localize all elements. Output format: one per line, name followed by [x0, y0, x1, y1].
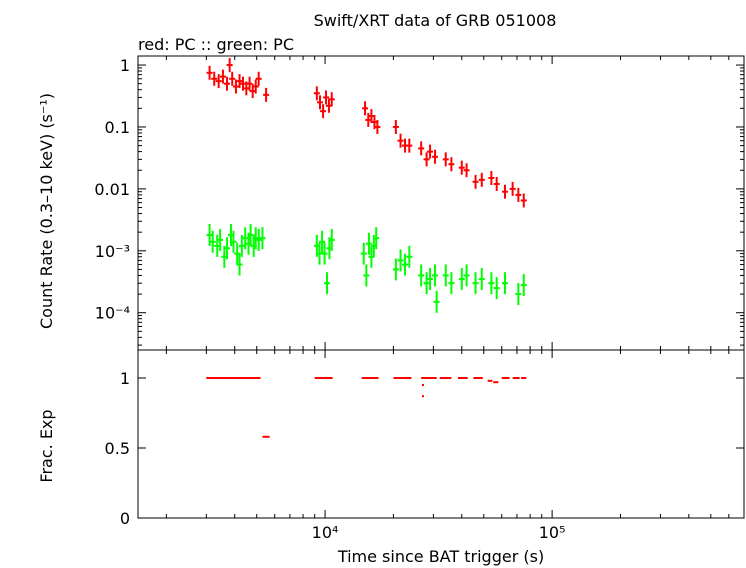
bottom-plot-frame	[137, 349, 745, 519]
y-tick-label-top: 0.1	[105, 118, 130, 137]
bottom-panel: 10⁴ 10⁵ 0 0.5 1	[105, 350, 745, 542]
x-tick-label: 10⁵	[539, 523, 566, 542]
x-tick-label: 10⁴	[312, 523, 339, 542]
y-axis-label-top: Count Rate (0.3–10 keV) (s⁻¹)	[37, 93, 56, 329]
y-tick-label-bottom: 0.5	[105, 439, 130, 458]
y-tick-label-top: 10⁻³	[95, 242, 130, 261]
y-tick-label-top: 10⁻⁴	[95, 304, 130, 323]
top-plot-frame	[137, 55, 745, 351]
chart-subtitle: red: PC :: green: PC	[138, 35, 294, 54]
y-tick-label-top: 0.01	[94, 180, 130, 199]
top-panel: 1 0.1 0.01 10⁻³ 10⁻⁴	[94, 56, 745, 350]
y-tick-label-bottom: 1	[120, 369, 130, 388]
y-tick-label-top: 1	[120, 56, 130, 75]
y-tick-label-bottom: 0	[120, 509, 130, 528]
x-axis-label: Time since BAT trigger (s)	[337, 547, 544, 566]
chart-title: Swift/XRT data of GRB 051008	[314, 11, 557, 30]
y-axis-label-bottom: Frac. Exp	[37, 409, 56, 482]
